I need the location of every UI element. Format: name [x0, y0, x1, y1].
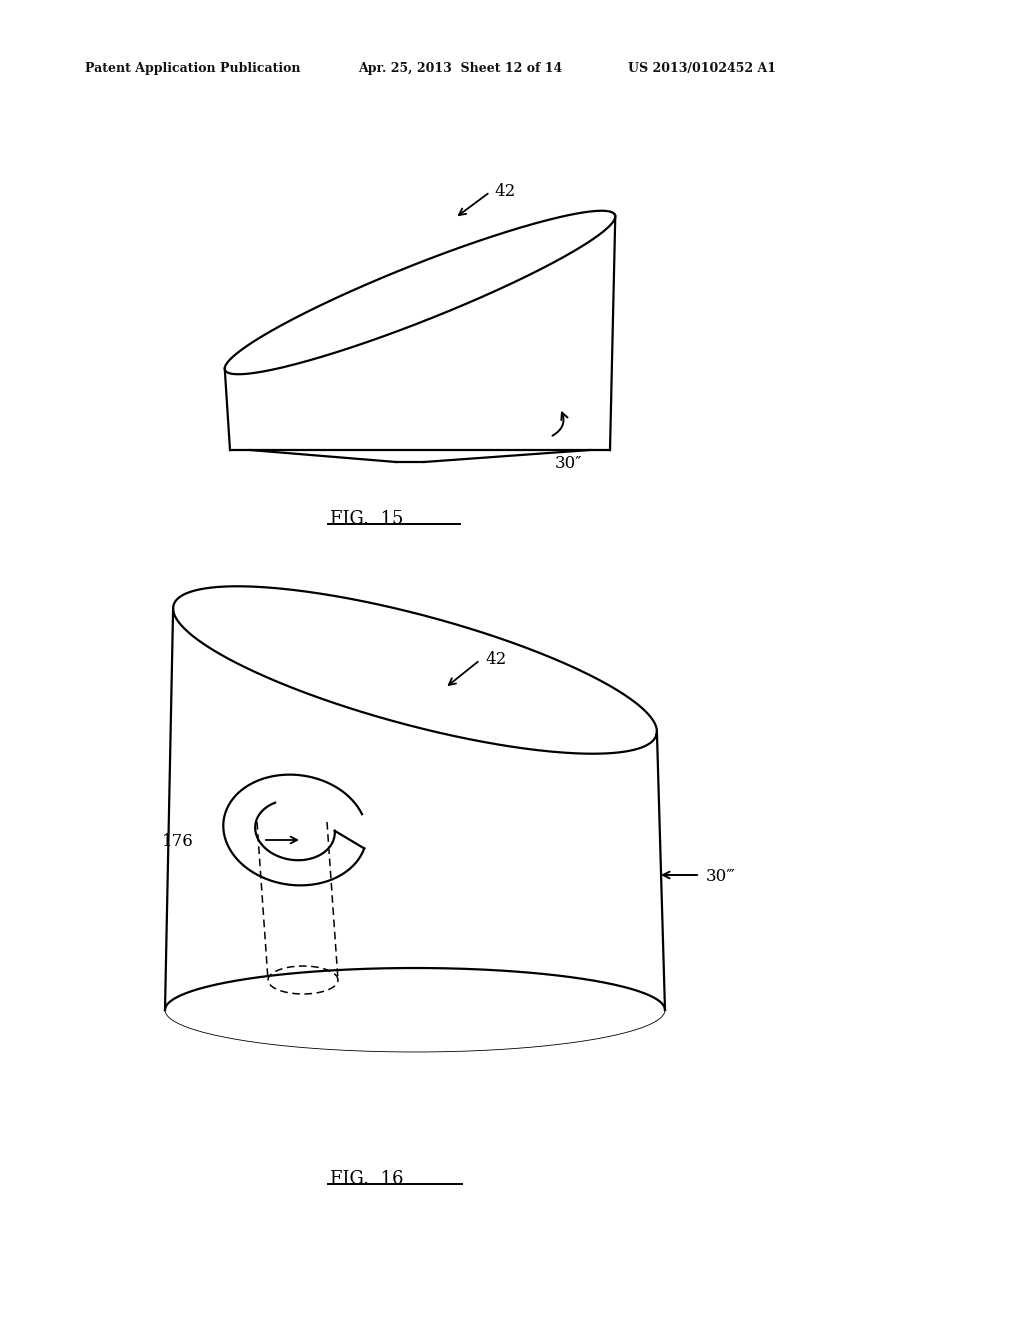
- Text: FIG.  15: FIG. 15: [330, 510, 403, 528]
- Text: US 2013/0102452 A1: US 2013/0102452 A1: [628, 62, 776, 75]
- Text: 30‴: 30‴: [706, 869, 736, 884]
- Text: 176: 176: [162, 833, 194, 850]
- Text: 42: 42: [485, 651, 506, 668]
- Text: Patent Application Publication: Patent Application Publication: [85, 62, 300, 75]
- Text: 30″: 30″: [555, 455, 583, 473]
- Text: 42: 42: [494, 183, 515, 201]
- Text: Apr. 25, 2013  Sheet 12 of 14: Apr. 25, 2013 Sheet 12 of 14: [358, 62, 562, 75]
- Text: FIG.  16: FIG. 16: [330, 1170, 403, 1188]
